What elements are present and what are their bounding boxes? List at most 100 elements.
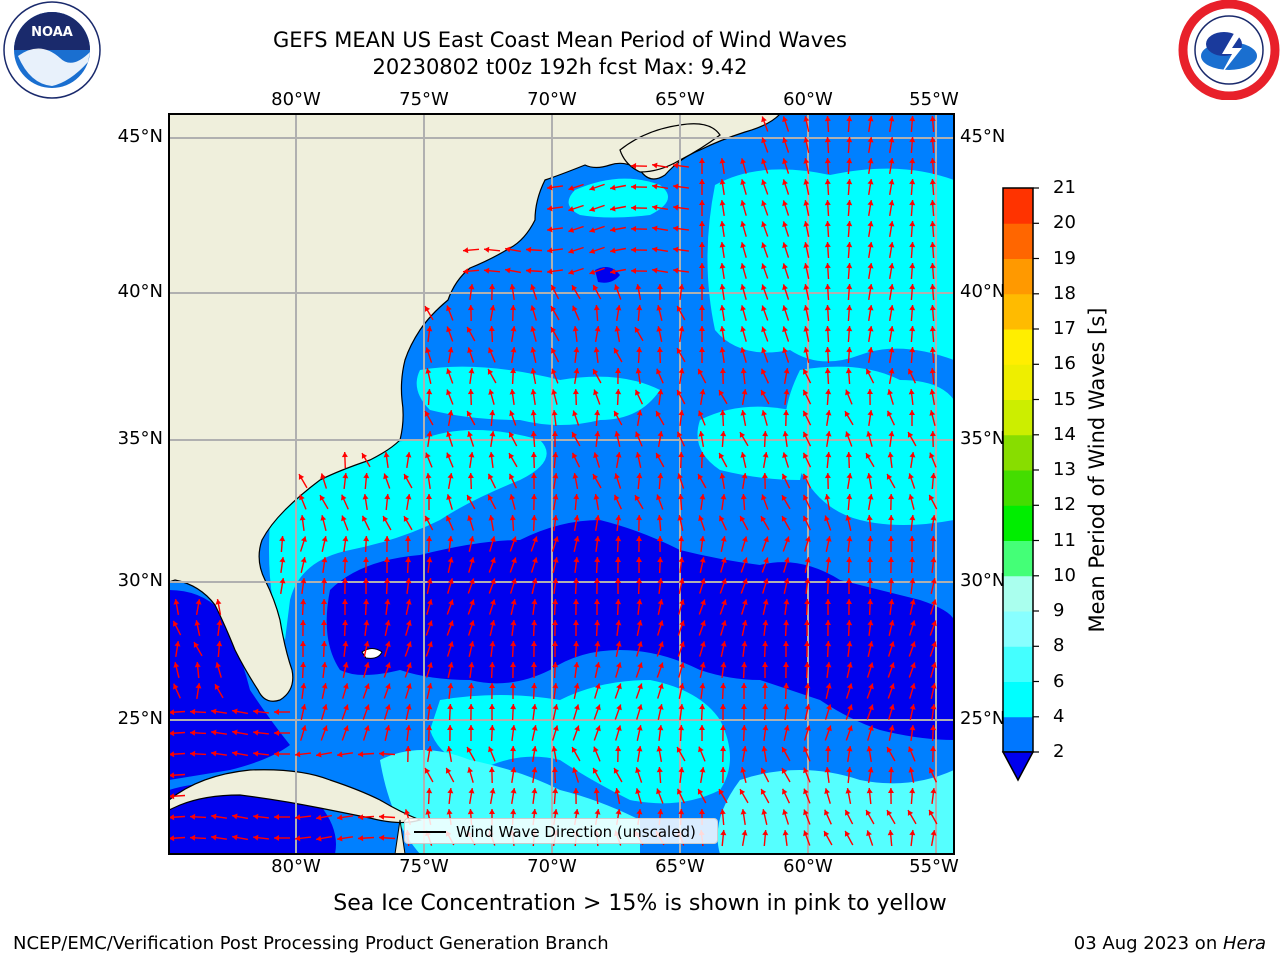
colorbar-bin	[1003, 329, 1033, 365]
wave-direction-arrowhead	[908, 473, 914, 480]
wave-direction-arrowhead	[531, 620, 538, 626]
footer-date: 03 Aug 2023 on Hera	[1074, 933, 1266, 954]
wave-direction-arrowhead	[888, 305, 895, 311]
wave-direction-arrowhead	[741, 641, 748, 647]
wave-direction-arrowhead	[657, 599, 664, 605]
wave-direction-arrowhead	[761, 179, 767, 186]
wave-direction-arrowhead	[739, 789, 746, 795]
wave-direction-arrowhead	[573, 620, 579, 625]
colorbar-bin	[1003, 575, 1033, 612]
wave-direction-arrowhead	[846, 347, 853, 353]
wave-direction-arrowhead	[781, 495, 788, 501]
colorbar-tick-label: 21	[1053, 177, 1076, 198]
wave-direction-arrowhead	[510, 704, 517, 710]
wave-direction-arrowhead	[889, 662, 895, 669]
ocean-period-4-6-east	[785, 366, 954, 525]
wave-direction-arrowhead	[274, 835, 279, 841]
wave-direction-arrowhead	[803, 242, 810, 248]
wave-direction-arrowhead	[908, 746, 914, 753]
wave-direction-arrowhead	[760, 516, 767, 522]
wave-direction-arrowhead	[403, 516, 410, 522]
wave-direction-arrowhead	[930, 536, 937, 542]
wave-direction-arrowhead	[824, 179, 831, 185]
wave-direction-arrowhead	[719, 368, 726, 374]
wave-direction-arrowhead	[424, 306, 431, 312]
wave-direction-arrowhead	[865, 453, 872, 459]
wave-direction-arrowhead	[678, 767, 685, 773]
wave-direction-arrowhead	[929, 326, 936, 332]
wave-direction-arrowhead	[487, 369, 494, 375]
wave-direction-arrowhead	[929, 452, 935, 459]
wave-direction-arrowhead	[699, 158, 705, 163]
wave-direction-arrowhead	[592, 767, 599, 774]
wave-direction-arrowhead	[552, 578, 559, 584]
wave-direction-arrowhead	[274, 814, 279, 820]
wave-direction-arrowhead	[741, 683, 747, 688]
wave-direction-arrowhead	[677, 788, 683, 795]
wave-direction-arrowhead	[803, 431, 809, 438]
wave-direction-arrowhead	[909, 788, 916, 794]
wave-direction-arrowhead	[488, 326, 495, 332]
colorbar-bin	[1003, 611, 1033, 647]
wave-direction-arrowhead	[720, 830, 727, 836]
wave-direction-arrowhead	[531, 599, 538, 605]
wave-direction-arrowhead	[740, 326, 746, 332]
wave-direction-arrowhead	[782, 158, 788, 165]
wave-direction-arrowhead	[553, 725, 559, 731]
wave-direction-arrowhead	[931, 620, 937, 627]
wave-direction-arrowhead	[909, 347, 916, 353]
wave-direction-arrowhead	[531, 725, 538, 731]
wave-direction-arrowhead	[610, 268, 616, 275]
wave-direction-arrowhead	[298, 474, 305, 480]
wave-direction-arrowhead	[594, 536, 601, 542]
wave-direction-arrowhead	[803, 200, 810, 206]
wave-direction-arrowhead	[844, 411, 851, 417]
wave-direction-arrowhead	[531, 746, 538, 752]
wave-direction-arrowhead	[929, 179, 936, 185]
wave-direction-arrowhead	[697, 789, 704, 795]
wave-direction-arrowhead	[446, 515, 452, 522]
wave-direction-arrowhead	[363, 473, 370, 479]
wave-direction-arrowhead	[362, 494, 369, 500]
wave-direction-arrowhead	[467, 305, 474, 311]
wave-direction-arrowhead	[615, 809, 622, 815]
wave-direction-arrowhead	[867, 767, 874, 773]
wave-direction-arrowhead	[552, 662, 559, 668]
wave-direction-arrowhead	[447, 347, 454, 353]
wave-direction-arrowhead	[679, 599, 685, 605]
colorbar-tick-label: 14	[1053, 423, 1076, 445]
wave-direction-arrowhead	[594, 431, 601, 437]
wave-direction-arrowhead	[337, 751, 343, 758]
land-north-america	[169, 114, 781, 702]
wave-direction-arrowhead	[909, 536, 915, 541]
wave-direction-arrowhead	[867, 494, 874, 500]
wave-direction-arrowhead	[803, 515, 809, 522]
wave-direction-arrowhead	[907, 432, 914, 438]
wave-direction-arrowhead	[510, 767, 517, 773]
wave-direction-arrowhead	[762, 599, 769, 605]
wave-direction-arrowhead	[868, 683, 874, 690]
lat-label-right-35n: 35°N	[960, 428, 1006, 449]
wave-direction-arrowhead	[889, 704, 895, 710]
wave-direction-arrowhead	[740, 158, 746, 164]
colorbar-tick-label: 11	[1053, 529, 1076, 551]
wave-direction-arrowhead	[463, 247, 469, 254]
wave-direction-arrowhead	[447, 410, 454, 416]
wave-direction-arrowhead	[484, 267, 490, 274]
wave-direction-arrowhead	[468, 284, 475, 290]
wave-direction-arrowhead	[510, 788, 517, 794]
wave-direction-arrowhead	[489, 662, 496, 668]
wave-direction-arrowhead	[886, 810, 893, 816]
wave-direction-arrowhead	[678, 704, 685, 710]
wave-direction-arrowhead	[824, 305, 831, 311]
wave-direction-arrowhead	[824, 515, 830, 522]
wave-direction-arrowhead	[803, 494, 809, 501]
colorbar-tick-label: 12	[1053, 494, 1076, 516]
ocean-period-4-6-south	[430, 680, 730, 804]
wave-direction-arrowhead	[321, 536, 328, 542]
wave-direction-arrowhead	[568, 227, 575, 233]
wave-direction-arrowhead	[908, 494, 915, 500]
wave-direction-arrowhead	[636, 305, 643, 311]
wave-direction-arrowhead	[382, 516, 389, 522]
